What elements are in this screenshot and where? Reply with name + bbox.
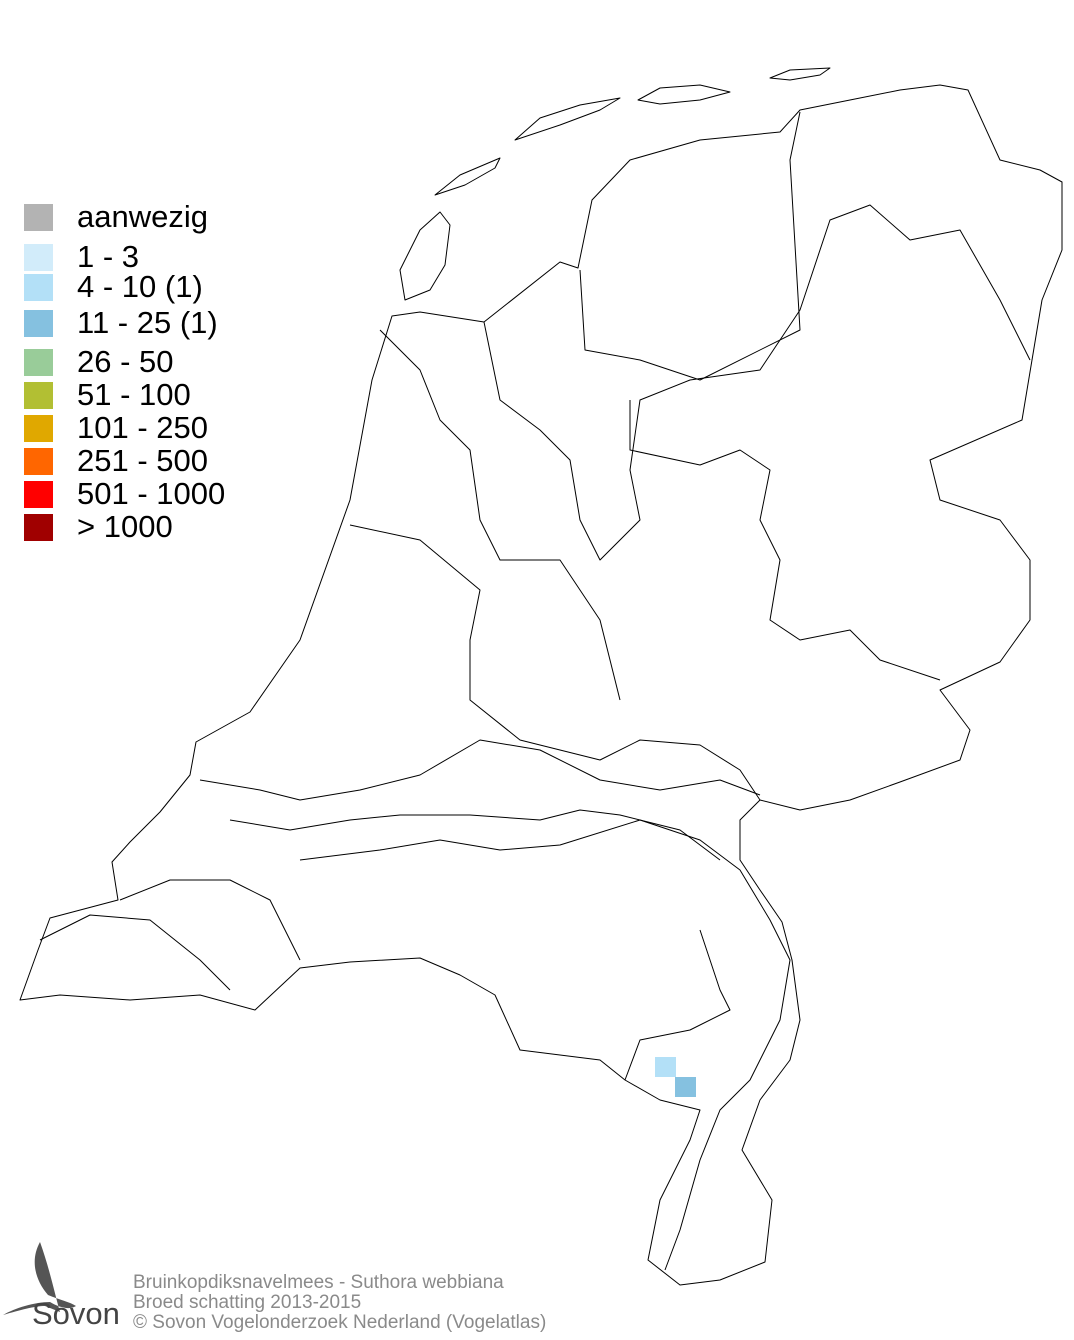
province-border [579,111,801,381]
survey-period: Broed schatting 2013-2015 [133,1292,362,1313]
river-rhine [199,739,761,801]
legend-swatch [24,415,53,442]
legend-swatch [24,274,53,301]
island-vlieland [434,157,501,196]
zeeland-border [119,879,301,961]
province-border [624,929,731,1081]
legend-label: > 1000 [77,509,173,544]
legend-label: 1 - 3 [77,239,140,274]
map-caption: Bruinkopdiksnavelmees - Suthora webbiana… [133,1273,546,1333]
legend-label: 26 - 50 [77,344,174,379]
observation-square-11-25 [675,1077,696,1097]
legend-swatch [24,310,53,337]
legend-label: 501 - 1000 [77,476,226,511]
copyright: © Sovon Vogelonderzoek Nederland (Vogela… [133,1312,547,1333]
legend-swatch [24,244,53,271]
legend-label: 51 - 100 [77,377,191,412]
legend-swatch [24,448,53,475]
legend-swatch [24,204,53,231]
island-ameland [637,84,731,105]
legend-swatch [24,349,53,376]
legend-swatch [24,481,53,508]
island-schiermonnikoog [769,67,831,81]
zeeland-border [39,914,231,991]
legend-label: 11 - 25 (1) [77,305,218,340]
logo-text: Sovon [32,1296,120,1331]
river-waal [229,809,721,861]
legend-label: 4 - 10 (1) [77,269,203,304]
legend-swatch [24,514,53,541]
country-outline [19,84,1063,1286]
sovon-swallow-logo [3,1242,76,1315]
river-meuse [299,819,791,1271]
legend-swatch [24,382,53,409]
province-border [349,524,761,801]
province-border [629,400,941,681]
legend-label: aanwezig [77,199,208,234]
island-texel [399,211,451,301]
island-terschelling [514,97,621,141]
province-border [379,329,621,701]
ijsselmeer-shore [483,204,1031,561]
legend-label: 251 - 500 [77,443,208,478]
species-name: Bruinkopdiksnavelmees - Suthora webbiana [133,1272,504,1293]
observation-square-4-10 [655,1057,676,1077]
legend-label: 101 - 250 [77,410,208,445]
